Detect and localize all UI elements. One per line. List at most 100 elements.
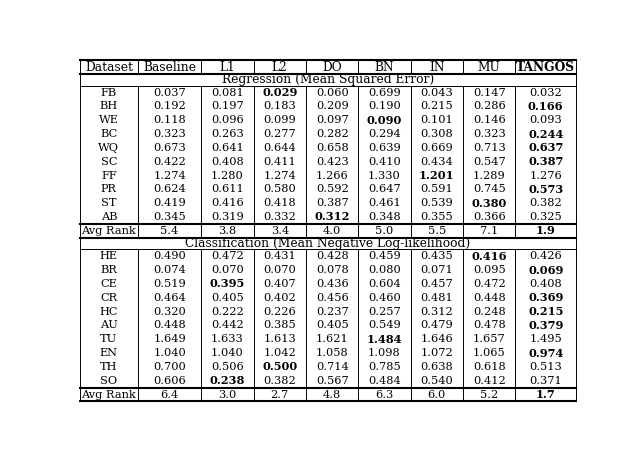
Text: 0.669: 0.669 <box>420 143 453 153</box>
Text: 0.637: 0.637 <box>528 143 563 154</box>
Text: 0.428: 0.428 <box>316 251 349 261</box>
Text: 1.040: 1.040 <box>153 348 186 358</box>
Text: 0.371: 0.371 <box>529 376 562 386</box>
Text: 3.4: 3.4 <box>271 226 289 236</box>
Text: TANGOS: TANGOS <box>516 60 575 74</box>
Text: 0.097: 0.097 <box>316 115 349 125</box>
Text: 0.323: 0.323 <box>473 129 506 139</box>
Text: 0.080: 0.080 <box>368 265 401 275</box>
Text: 1.649: 1.649 <box>153 334 186 344</box>
Text: 0.547: 0.547 <box>473 157 506 167</box>
Text: 0.478: 0.478 <box>473 320 506 330</box>
Text: 0.345: 0.345 <box>153 212 186 222</box>
Text: 0.519: 0.519 <box>153 279 186 289</box>
Text: 1.201: 1.201 <box>419 170 454 181</box>
Text: 1.613: 1.613 <box>264 334 296 344</box>
Text: 0.355: 0.355 <box>420 212 453 222</box>
Text: Avg Rank: Avg Rank <box>81 226 136 236</box>
Text: 0.032: 0.032 <box>529 88 562 98</box>
Text: 0.215: 0.215 <box>528 306 563 317</box>
Text: 7.1: 7.1 <box>480 226 499 236</box>
Text: 0.457: 0.457 <box>420 279 453 289</box>
Text: SC: SC <box>100 157 117 167</box>
Text: BH: BH <box>100 101 118 112</box>
Text: 0.567: 0.567 <box>316 376 349 386</box>
Text: 0.147: 0.147 <box>473 88 506 98</box>
Text: 0.190: 0.190 <box>368 101 401 112</box>
Text: 0.323: 0.323 <box>153 129 186 139</box>
Text: 0.226: 0.226 <box>264 307 296 317</box>
Text: 0.312: 0.312 <box>314 212 350 223</box>
Text: 1.276: 1.276 <box>529 170 562 181</box>
Text: WE: WE <box>99 115 119 125</box>
Text: 0.647: 0.647 <box>368 184 401 194</box>
Text: 0.411: 0.411 <box>264 157 296 167</box>
Text: 1.289: 1.289 <box>473 170 506 181</box>
Text: 0.060: 0.060 <box>316 88 349 98</box>
Text: 0.713: 0.713 <box>473 143 506 153</box>
Text: 0.416: 0.416 <box>211 198 244 208</box>
Text: 0.248: 0.248 <box>473 307 506 317</box>
Text: 0.325: 0.325 <box>529 212 562 222</box>
Text: 0.638: 0.638 <box>420 362 453 372</box>
Text: 0.604: 0.604 <box>368 279 401 289</box>
Text: 0.166: 0.166 <box>528 101 563 112</box>
Text: 0.070: 0.070 <box>264 265 296 275</box>
Text: 0.043: 0.043 <box>420 88 453 98</box>
Text: 1.495: 1.495 <box>529 334 562 344</box>
Text: 0.785: 0.785 <box>368 362 401 372</box>
Text: 0.366: 0.366 <box>473 212 506 222</box>
Text: 0.387: 0.387 <box>528 156 563 167</box>
Text: 0.385: 0.385 <box>264 320 296 330</box>
Text: 0.673: 0.673 <box>153 143 186 153</box>
Text: 1.274: 1.274 <box>153 170 186 181</box>
Text: 1.646: 1.646 <box>420 334 453 344</box>
Text: 0.197: 0.197 <box>211 101 244 112</box>
Text: DO: DO <box>323 60 342 74</box>
Text: 5.0: 5.0 <box>376 226 394 236</box>
Text: 0.435: 0.435 <box>420 251 453 261</box>
Text: 1.280: 1.280 <box>211 170 244 181</box>
Text: SO: SO <box>100 376 118 386</box>
Text: 0.974: 0.974 <box>528 348 563 359</box>
Text: 0.580: 0.580 <box>264 184 296 194</box>
Text: Avg Rank: Avg Rank <box>81 389 136 399</box>
Text: 0.591: 0.591 <box>420 184 453 194</box>
Text: 0.448: 0.448 <box>153 320 186 330</box>
Text: 0.699: 0.699 <box>368 88 401 98</box>
Text: ST: ST <box>101 198 116 208</box>
Text: 0.539: 0.539 <box>420 198 453 208</box>
Text: 0.263: 0.263 <box>211 129 244 139</box>
Text: Baseline: Baseline <box>143 60 196 74</box>
Text: 0.592: 0.592 <box>316 184 349 194</box>
Text: 0.286: 0.286 <box>473 101 506 112</box>
Text: WQ: WQ <box>99 143 120 153</box>
Text: 0.037: 0.037 <box>153 88 186 98</box>
Text: 0.405: 0.405 <box>316 320 349 330</box>
Text: 0.387: 0.387 <box>316 198 349 208</box>
Text: 0.069: 0.069 <box>528 265 563 276</box>
Text: 1.065: 1.065 <box>473 348 506 358</box>
Text: CR: CR <box>100 293 118 303</box>
Text: AB: AB <box>100 212 117 222</box>
Text: 0.222: 0.222 <box>211 307 244 317</box>
Text: 0.644: 0.644 <box>264 143 296 153</box>
Text: 0.237: 0.237 <box>316 307 349 317</box>
Text: BR: BR <box>100 265 117 275</box>
Text: 0.418: 0.418 <box>264 198 296 208</box>
Text: 0.095: 0.095 <box>473 265 506 275</box>
Text: 0.209: 0.209 <box>316 101 349 112</box>
Text: 0.464: 0.464 <box>153 293 186 303</box>
Text: Dataset: Dataset <box>85 60 133 74</box>
Text: 3.8: 3.8 <box>218 226 237 236</box>
Text: 0.639: 0.639 <box>368 143 401 153</box>
Text: 0.431: 0.431 <box>264 251 296 261</box>
Text: 0.472: 0.472 <box>473 279 506 289</box>
Text: 0.423: 0.423 <box>316 157 349 167</box>
Text: 5.5: 5.5 <box>428 226 446 236</box>
Text: BC: BC <box>100 129 118 139</box>
Text: 2.7: 2.7 <box>271 389 289 399</box>
Text: 1.266: 1.266 <box>316 170 349 181</box>
Text: 0.426: 0.426 <box>529 251 562 261</box>
Text: 0.479: 0.479 <box>420 320 453 330</box>
